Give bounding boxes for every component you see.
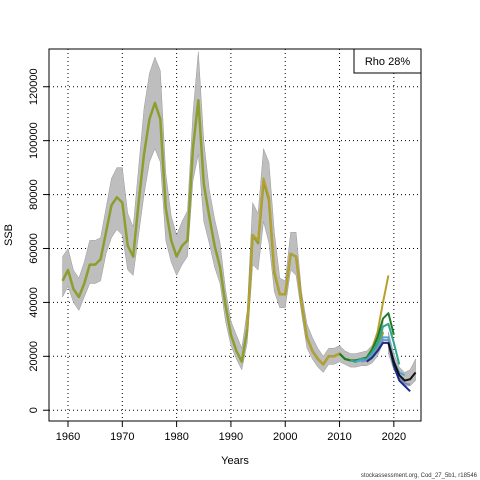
y-tick-label: 0 bbox=[28, 407, 40, 413]
y-tick-label: 60000 bbox=[28, 233, 40, 264]
legend-text: Rho 28% bbox=[365, 56, 410, 68]
footer-text: stockassessment.org, Cod_27_5b1, r18546 bbox=[361, 473, 478, 479]
series-line-6 bbox=[361, 339, 411, 386]
ssb-terminal-band bbox=[388, 331, 416, 387]
x-axis: 1960 1970 1980 1990 2000 2010 2020 bbox=[56, 420, 406, 443]
y-axis: 0 20000 40000 60000 80000 100000 120000 bbox=[28, 68, 50, 413]
y-tick-label: 120000 bbox=[28, 68, 40, 105]
confidence-band bbox=[62, 51, 416, 387]
legend: Rho 28% bbox=[353, 48, 422, 74]
x-tick-label: 1970 bbox=[110, 431, 134, 443]
y-tick-label: 40000 bbox=[28, 287, 40, 318]
x-tick-label: 1980 bbox=[164, 431, 188, 443]
x-tick-label: 1960 bbox=[56, 431, 80, 443]
legend-box bbox=[353, 48, 422, 74]
y-tick-label: 20000 bbox=[28, 341, 40, 372]
series-lines bbox=[61, 98, 417, 393]
x-tick-label: 2000 bbox=[273, 431, 297, 443]
series-line-8 bbox=[387, 342, 417, 382]
y-tick-label: 80000 bbox=[28, 179, 40, 210]
y-axis-label: SSB bbox=[3, 224, 15, 246]
x-tick-label: 2010 bbox=[327, 431, 351, 443]
x-tick-label: 1990 bbox=[219, 431, 243, 443]
x-axis-label: Years bbox=[221, 455, 249, 467]
x-tick-label: 2020 bbox=[382, 431, 406, 443]
y-tick-label: 100000 bbox=[28, 122, 40, 159]
